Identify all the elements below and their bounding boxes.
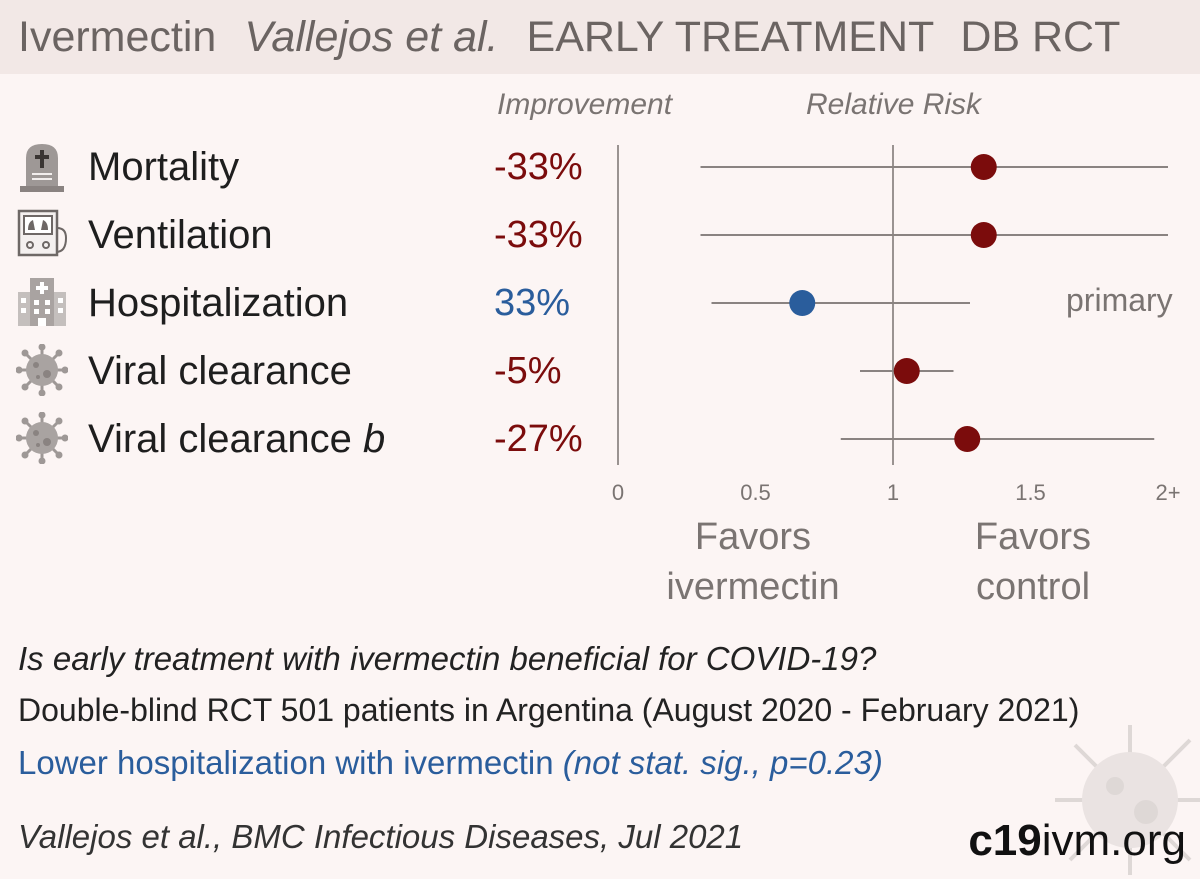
study-question: Is early treatment with ivermectin benef… [18, 640, 877, 677]
x-tick-label: 0 [612, 480, 624, 505]
point-estimate [789, 290, 816, 316]
relative-risk-column-header: Relative Risk [806, 88, 982, 121]
row-label: Mortality [88, 145, 240, 189]
improvement-value: -27% [494, 418, 583, 460]
virus-watermark-icon [1055, 725, 1200, 875]
favors-ivermectin-label: Favors ivermectin [666, 516, 840, 608]
result-summary: Lower hospitalization with ivermectin (n… [18, 744, 883, 781]
virus-icon [16, 344, 68, 396]
row-label: Viral clearance [88, 349, 352, 393]
site-logo[interactable]: c19ivm.org [968, 816, 1186, 865]
row-label: Viral clearance b [88, 417, 386, 461]
x-tick-label: 1 [887, 480, 899, 505]
improvement-value: -33% [494, 146, 583, 188]
point-estimate [954, 426, 981, 452]
drug-name: Ivermectin [18, 12, 217, 61]
point-estimate [893, 358, 920, 384]
point-estimate [970, 222, 997, 248]
improvement-value: -5% [494, 350, 562, 392]
row-label: Hospitalization [88, 281, 349, 325]
x-tick-label: 0.5 [740, 480, 771, 505]
study-design: DB RCT [960, 12, 1121, 61]
virus-icon [16, 412, 68, 464]
favors-control-label: Favors control [974, 516, 1092, 608]
primary-outcome-note: primary [1066, 282, 1173, 318]
x-tick-label: 1.5 [1015, 480, 1046, 505]
improvement-value: 33% [494, 282, 571, 324]
treatment-stage: EARLY TREATMENT [526, 12, 935, 61]
study-design-summary: Double-blind RCT 501 patients in Argenti… [18, 692, 1080, 728]
forest-plot: 0 0.5 1 1.5 2+ [612, 145, 1181, 505]
x-tick-label: 2+ [1155, 480, 1180, 505]
ventilator-icon [17, 209, 68, 257]
hospital-icon [18, 278, 66, 326]
row-label: Ventilation [88, 213, 273, 257]
title-bar: Ivermectin Vallejos et al. EARLY TREATME… [0, 0, 1200, 74]
improvement-value: -33% [494, 214, 583, 256]
citation: Vallejos et al., BMC Infectious Diseases… [18, 818, 744, 855]
tombstone-icon [20, 144, 64, 192]
improvement-column-header: Improvement [497, 88, 673, 121]
point-estimate [970, 154, 997, 180]
study-name: Vallejos et al. [244, 12, 499, 61]
